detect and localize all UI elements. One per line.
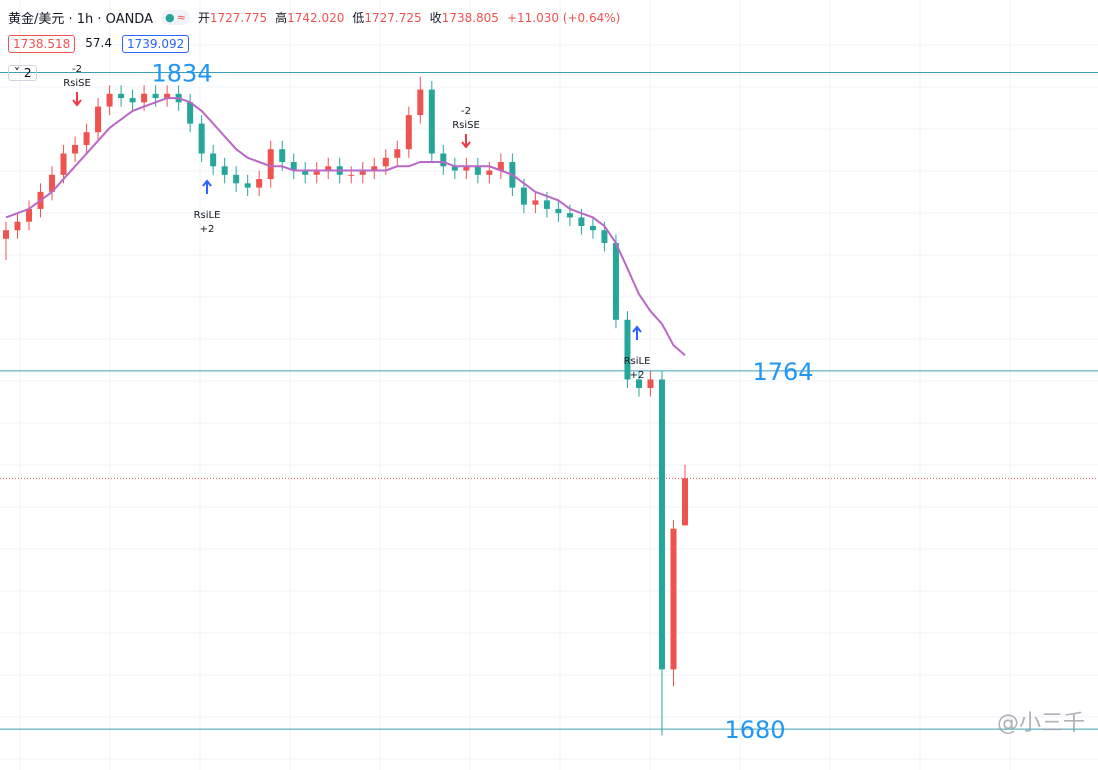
candle-body <box>682 478 688 526</box>
candle-body <box>302 170 309 175</box>
candle-body <box>601 230 608 244</box>
ohlc-open: 开1727.775 <box>198 9 267 26</box>
ohlc-close: 收1738.805 <box>430 9 499 26</box>
candle-body <box>520 187 527 205</box>
candle-body <box>359 170 366 175</box>
candle-body <box>14 221 21 231</box>
candle-body <box>612 243 619 320</box>
signal-qty: -2 <box>461 106 471 117</box>
ma-line <box>5 97 686 356</box>
signal-arrow <box>72 92 82 107</box>
candle-body <box>348 174 355 176</box>
candle-body <box>198 123 205 154</box>
candle-body <box>152 93 159 99</box>
signal-qty: +2 <box>630 370 645 381</box>
change: +11.030 (+0.64%) <box>506 10 621 25</box>
candle-body <box>658 379 665 670</box>
candle-body <box>394 149 401 158</box>
candle-body <box>635 379 642 388</box>
candle-body <box>405 115 412 150</box>
candle-body <box>60 153 67 175</box>
candle-body <box>670 528 677 670</box>
candle-body <box>578 217 585 226</box>
candle-body <box>3 230 9 239</box>
ohlc-key: 收 <box>429 11 442 25</box>
candle-body <box>83 132 90 145</box>
candle-body <box>371 166 378 171</box>
symbol-title[interactable]: 黄金/美元 · 1h · OANDA <box>8 12 153 27</box>
ohlc-high: 高1742.020 <box>275 9 344 26</box>
indicator-row: 1738.518 57.4 1739.092 <box>8 35 190 53</box>
candle-body <box>532 200 539 205</box>
level-label: 1834 <box>151 59 212 87</box>
collapse-count: 2 <box>23 66 32 80</box>
ohlc-key: 低 <box>352 11 365 25</box>
candle-body <box>187 102 194 124</box>
candle-body <box>256 179 263 188</box>
candle-body <box>428 89 435 154</box>
signal-label: RsiSE <box>63 78 91 89</box>
indicator-value: 1738.518 <box>8 35 76 53</box>
indicator-value: 1739.092 <box>121 35 190 53</box>
candle-body <box>624 319 631 380</box>
signal-qty: +2 <box>200 224 215 235</box>
level-label: 1764 <box>752 358 813 386</box>
candle-body <box>233 174 240 184</box>
signal-arrow <box>202 179 212 194</box>
candle-body <box>290 162 297 171</box>
candle-body <box>486 170 493 175</box>
candle-body <box>313 170 320 175</box>
signal-label: RsiLE <box>194 210 221 221</box>
candle-body <box>267 149 274 180</box>
watermark: @小三千 <box>997 711 1085 736</box>
candle-body <box>95 106 102 133</box>
collapse-button[interactable]: ˅ 2 <box>8 65 38 81</box>
status[interactable]: ● ≈ <box>160 10 190 25</box>
candle-body <box>474 166 481 175</box>
candle-body <box>440 153 447 167</box>
signal-label: RsiSE <box>452 120 480 131</box>
candle-body <box>129 98 136 103</box>
candle-body <box>382 157 389 167</box>
candle-body <box>106 93 113 107</box>
candle-body <box>463 166 470 171</box>
candle-body <box>72 144 79 154</box>
candle-body <box>417 89 424 116</box>
candle-body <box>325 166 332 171</box>
candle-body <box>164 93 171 99</box>
candle-body <box>566 213 573 218</box>
candle-body <box>118 93 125 99</box>
signal-qty: -2 <box>72 64 82 75</box>
candle-body <box>49 174 56 192</box>
ohlc-key: 高 <box>275 11 288 25</box>
signal-arrow <box>632 325 642 340</box>
candle-body <box>543 200 550 209</box>
indicator-value: 57.4 <box>85 36 112 50</box>
level-label: 1680 <box>724 716 785 744</box>
ohlc-value: 1738.805 <box>441 11 499 25</box>
candle-body <box>26 208 33 222</box>
ohlc-low: 低1727.725 <box>352 9 421 26</box>
candle-body <box>141 93 148 103</box>
ohlc-key: 开 <box>197 11 210 25</box>
header: 黄金/美元 · 1h · OANDA ● ≈ 开1727.775 高1742.02… <box>8 8 620 27</box>
ohlc-value: 1742.020 <box>287 11 345 25</box>
candle-body <box>497 162 504 171</box>
candle-body <box>221 166 228 175</box>
candle-body <box>279 149 286 163</box>
candle-body <box>647 379 654 388</box>
signal-arrow <box>461 134 471 149</box>
signal-label: RsiLE <box>624 356 651 367</box>
candle-body <box>210 153 217 167</box>
ohlc-value: 1727.725 <box>364 11 422 25</box>
candle-body <box>451 166 458 171</box>
candle-body <box>555 208 562 214</box>
candle-body <box>589 225 596 231</box>
ohlc-value: 1727.775 <box>209 11 268 25</box>
candle-body <box>244 183 251 188</box>
